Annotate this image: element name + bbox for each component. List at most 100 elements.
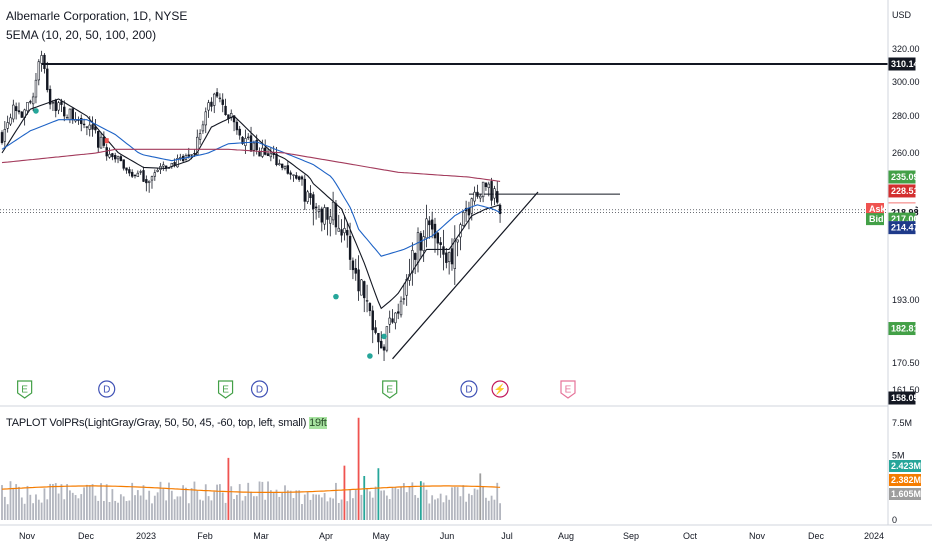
price-tag-label: 214.47 — [891, 223, 919, 233]
candle-body — [354, 267, 357, 274]
candle-body — [453, 238, 456, 269]
dividend-icon — [460, 380, 478, 398]
candle-body — [300, 176, 304, 180]
volume-bar — [337, 502, 340, 520]
volume-indicator-label[interactable]: TAPLOT VolPRs(LightGray/Gray, 50, 50, 45… — [6, 417, 327, 429]
candle-body — [402, 298, 406, 300]
events-row[interactable]: E D E D E D ⚡ E — [17, 380, 576, 399]
candle-body — [371, 310, 374, 331]
candle-body — [99, 136, 103, 149]
volume-bar — [312, 494, 315, 520]
volume-bar — [151, 503, 153, 520]
candle-body — [326, 207, 329, 220]
candle-body — [479, 195, 482, 199]
time-tick-label: Dec — [808, 531, 825, 541]
volume-bar — [422, 482, 425, 520]
candle-body — [442, 246, 445, 255]
dividend-icon — [250, 380, 269, 398]
volume-bar — [281, 492, 284, 520]
price-tag — [888, 184, 916, 198]
dividend-icon — [98, 380, 116, 398]
volume-bar — [66, 484, 68, 520]
quote-side-label: Ask — [869, 204, 887, 214]
earnings-icon — [17, 380, 33, 399]
time-tick-label: Nov — [749, 531, 766, 541]
volume-bar — [346, 501, 349, 520]
price-tag-label: 218.98 — [891, 207, 919, 217]
candle-body — [303, 178, 307, 202]
price-pane[interactable] — [0, 50, 888, 361]
price-axis[interactable]: USD 320.00 300.00 280.00 260.00 193.00 170.50 1… — [866, 10, 920, 405]
candle-body — [439, 242, 442, 245]
volume-bar — [445, 495, 448, 520]
volume-bar — [371, 497, 374, 520]
time-tick-label: Oct — [683, 531, 698, 541]
candle-body — [20, 111, 24, 118]
volume-bar — [244, 496, 247, 520]
candle-body — [122, 159, 125, 169]
volume-bar — [476, 489, 479, 520]
candle-body — [114, 155, 117, 160]
volume-bar — [456, 487, 459, 520]
volume-bar — [354, 489, 357, 520]
candle-body — [357, 269, 360, 292]
volume-bar — [131, 482, 134, 520]
volume-bar — [165, 500, 168, 520]
volume-pane[interactable] — [1, 417, 501, 520]
volume-bar — [1, 485, 3, 520]
volume-bar — [170, 490, 173, 520]
candle-body — [51, 102, 55, 104]
candle-body — [136, 172, 140, 177]
volume-bar — [405, 492, 408, 520]
volume-bar — [448, 499, 451, 520]
volume-bar — [258, 481, 261, 520]
volume-bar — [374, 486, 377, 520]
split-icon — [491, 380, 509, 398]
volume-bar — [385, 495, 388, 520]
price-tag — [888, 57, 916, 71]
volume-bar — [12, 488, 15, 520]
volume-bar — [111, 489, 114, 520]
candle-body — [162, 164, 165, 167]
earnings-icon — [560, 380, 576, 399]
candle-body — [269, 153, 273, 158]
candle-body — [88, 124, 91, 130]
candle-body — [91, 124, 94, 130]
time-tick-label: Jun — [440, 531, 455, 541]
volume-bar — [278, 496, 281, 520]
candle-body — [490, 181, 493, 201]
candle-body — [196, 136, 199, 156]
event-letter: E — [222, 385, 229, 396]
volume-bar — [134, 495, 136, 520]
candle-body — [9, 117, 12, 125]
indicator-label[interactable]: 5EMA (10, 20, 50, 100, 200) — [6, 28, 157, 42]
candle-body — [48, 88, 52, 105]
volume-bar — [71, 492, 74, 520]
volume-bar — [100, 483, 102, 520]
volume-bar — [32, 503, 35, 520]
quote-side-badge — [866, 203, 884, 215]
price-tick-label: 260.00 — [892, 148, 920, 158]
candle-body — [467, 207, 471, 216]
candle-body — [476, 191, 479, 197]
volume-bar — [210, 500, 213, 520]
volume-bar — [394, 486, 397, 520]
candle-body — [34, 79, 38, 98]
volume-bar — [490, 495, 493, 520]
candle-body — [201, 124, 205, 132]
candle-body — [130, 171, 134, 177]
signal-dot — [333, 293, 339, 300]
volume-bar — [343, 465, 346, 520]
rising-trendline — [392, 191, 539, 360]
candle-body — [430, 219, 434, 230]
candle-body — [365, 300, 369, 302]
volume-bar — [187, 503, 190, 520]
candle-body — [40, 55, 43, 64]
time-axis[interactable]: Nov Dec 2023 Feb Mar Apr May Jun Jul Aug Sep Oct Nov… — [19, 531, 884, 541]
volume-bar — [318, 494, 320, 520]
candle-body — [286, 165, 290, 174]
volume-bar — [46, 499, 49, 520]
time-tick-label: Aug — [558, 531, 574, 541]
volume-axis[interactable]: 7.5M 5M 0 2.423M 2.382M 1.605M — [889, 418, 921, 525]
